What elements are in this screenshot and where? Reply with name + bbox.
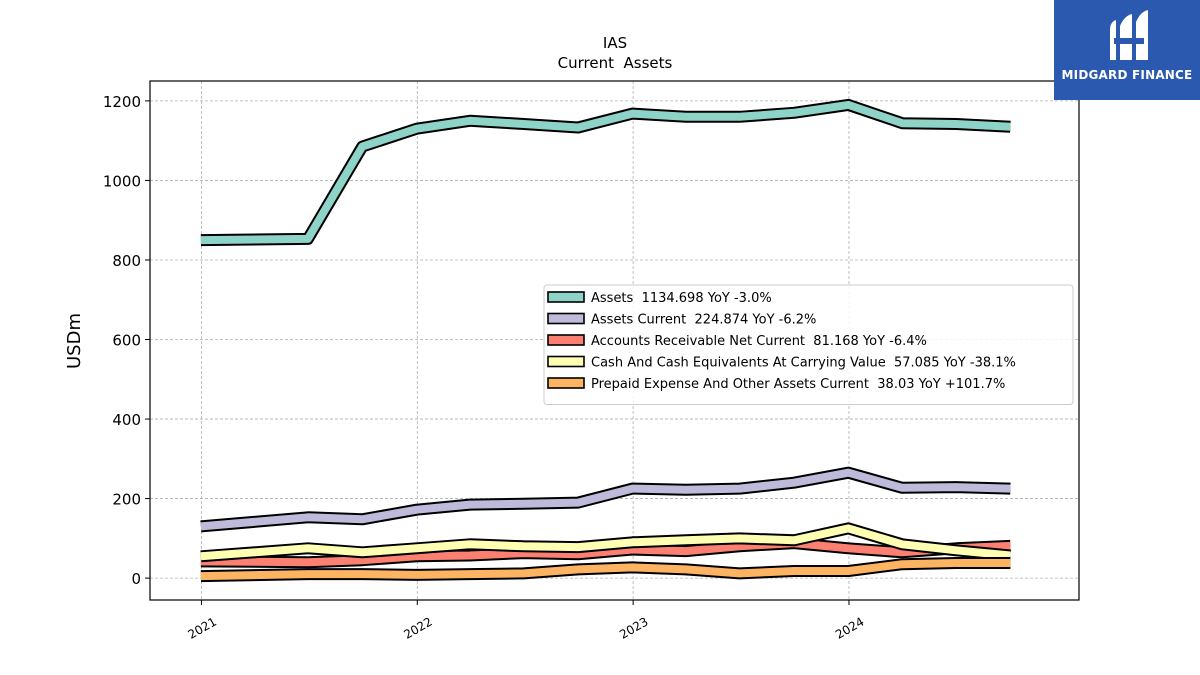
legend-swatch [547, 291, 585, 303]
y-tick-label: 800 [112, 252, 141, 270]
y-tick-label: 1200 [103, 93, 141, 111]
x-tick-label: 2022 [401, 614, 434, 641]
legend: Assets 1134.698 YoY -3.0% Assets Current … [543, 284, 1074, 405]
chart-title: IAS [603, 34, 627, 52]
x-tick-label: 2024 [833, 614, 866, 641]
y-tick-label: 0 [131, 570, 141, 588]
y-tick-label: 200 [112, 491, 141, 509]
legend-swatch [547, 377, 585, 389]
series-line [200, 466, 1011, 533]
legend-label: Assets Current 224.874 YoY -6.2% [591, 313, 816, 328]
brand-logo: MIDGARD FINANCE [1054, 0, 1200, 100]
series-line-fill [200, 468, 1011, 531]
series-line-fill [200, 100, 1011, 245]
axis-ticks: 0 200 400 600 800 1000 1200 2021 2022 2023 2024 [103, 93, 867, 642]
series-line [200, 557, 1011, 583]
y-tick-label: 600 [112, 332, 141, 350]
legend-label: Prepaid Expense And Other Assets Current… [591, 377, 1005, 392]
y-tick-label: 1000 [103, 172, 141, 190]
series-lines [200, 98, 1011, 583]
logo-mark-icon [1110, 10, 1148, 60]
chart-subtitle: Current Assets [558, 54, 673, 72]
series-line-fill [200, 524, 1011, 561]
y-axis-label: USDm [64, 313, 85, 369]
series-line [200, 522, 1011, 563]
x-tick-label: 2021 [185, 614, 218, 641]
brand-name: MIDGARD FINANCE [1061, 68, 1193, 82]
series-line [200, 537, 1011, 569]
legend-swatch [547, 312, 585, 325]
legend-label: Assets 1134.698 YoY -3.0% [591, 291, 772, 306]
legend-box [543, 284, 1074, 405]
x-tick-label: 2023 [617, 614, 650, 641]
plot-frame [149, 80, 1080, 601]
legend-swatch [547, 334, 585, 346]
y-tick-label: 400 [112, 411, 141, 429]
legend-swatch [547, 355, 585, 368]
legend-label: Cash And Cash Equivalents At Carrying Va… [591, 356, 1016, 371]
series-line-fill [200, 559, 1011, 581]
series-line [200, 98, 1011, 247]
series-line-fill [200, 539, 1011, 567]
legend-label: Accounts Receivable Net Current 81.168 Y… [591, 334, 927, 349]
